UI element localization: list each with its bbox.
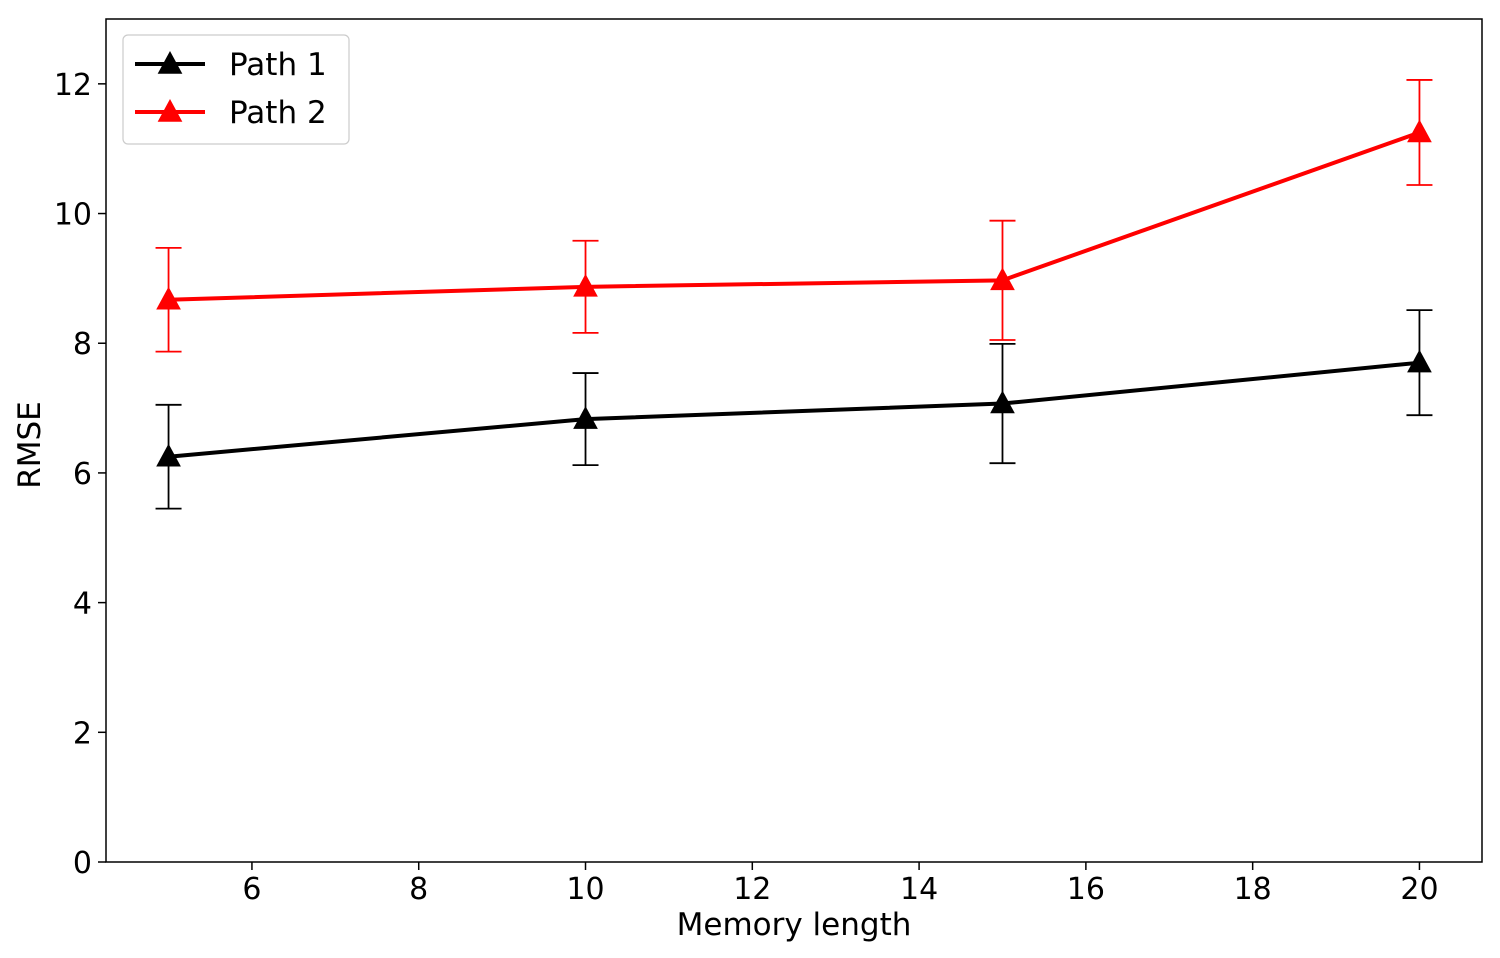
data-point <box>1407 349 1432 373</box>
y-tick-label: 6 <box>73 457 92 492</box>
legend: Path 1 Path 2 <box>122 34 350 145</box>
data-point <box>573 406 598 429</box>
data-point <box>990 390 1015 414</box>
series-line <box>168 360 1420 459</box>
y-tick-label: 12 <box>54 68 92 103</box>
y-tick-label: 8 <box>73 327 92 362</box>
x-axis: 6 8 10 12 14 16 18 20 <box>242 862 1439 907</box>
data-point <box>156 286 181 310</box>
series-line <box>168 130 1421 302</box>
x-axis-label: Memory length <box>677 907 912 943</box>
y-axis: 0 2 4 6 8 10 12 <box>54 68 106 881</box>
legend-marker <box>157 99 183 122</box>
x-tick-label: 6 <box>242 872 261 907</box>
x-tick-label: 14 <box>900 872 938 907</box>
data-point <box>1407 119 1432 143</box>
y-axis-label: RMSE <box>12 401 48 489</box>
data-point <box>156 443 181 467</box>
series-markers <box>156 119 1432 467</box>
y-tick-label: 2 <box>73 716 92 751</box>
x-tick-label: 12 <box>733 872 771 907</box>
series-lines <box>168 130 1421 459</box>
plot-frame <box>105 18 1483 863</box>
x-tick-label: 16 <box>1067 872 1105 907</box>
legend-label: Path 2 <box>229 95 327 131</box>
x-tick-label: 10 <box>566 872 604 907</box>
legend-label: Path 1 <box>229 47 327 83</box>
x-tick-label: 8 <box>409 872 428 907</box>
data-point <box>990 267 1015 291</box>
legend-marker <box>157 51 183 74</box>
legend-entries: Path 1 Path 2 <box>135 47 327 131</box>
data-point <box>573 273 598 297</box>
y-tick-label: 10 <box>54 198 92 233</box>
x-tick-label: 18 <box>1234 872 1272 907</box>
y-tick-label: 0 <box>73 846 92 881</box>
x-tick-label: 20 <box>1400 872 1438 907</box>
y-tick-label: 4 <box>73 587 92 622</box>
